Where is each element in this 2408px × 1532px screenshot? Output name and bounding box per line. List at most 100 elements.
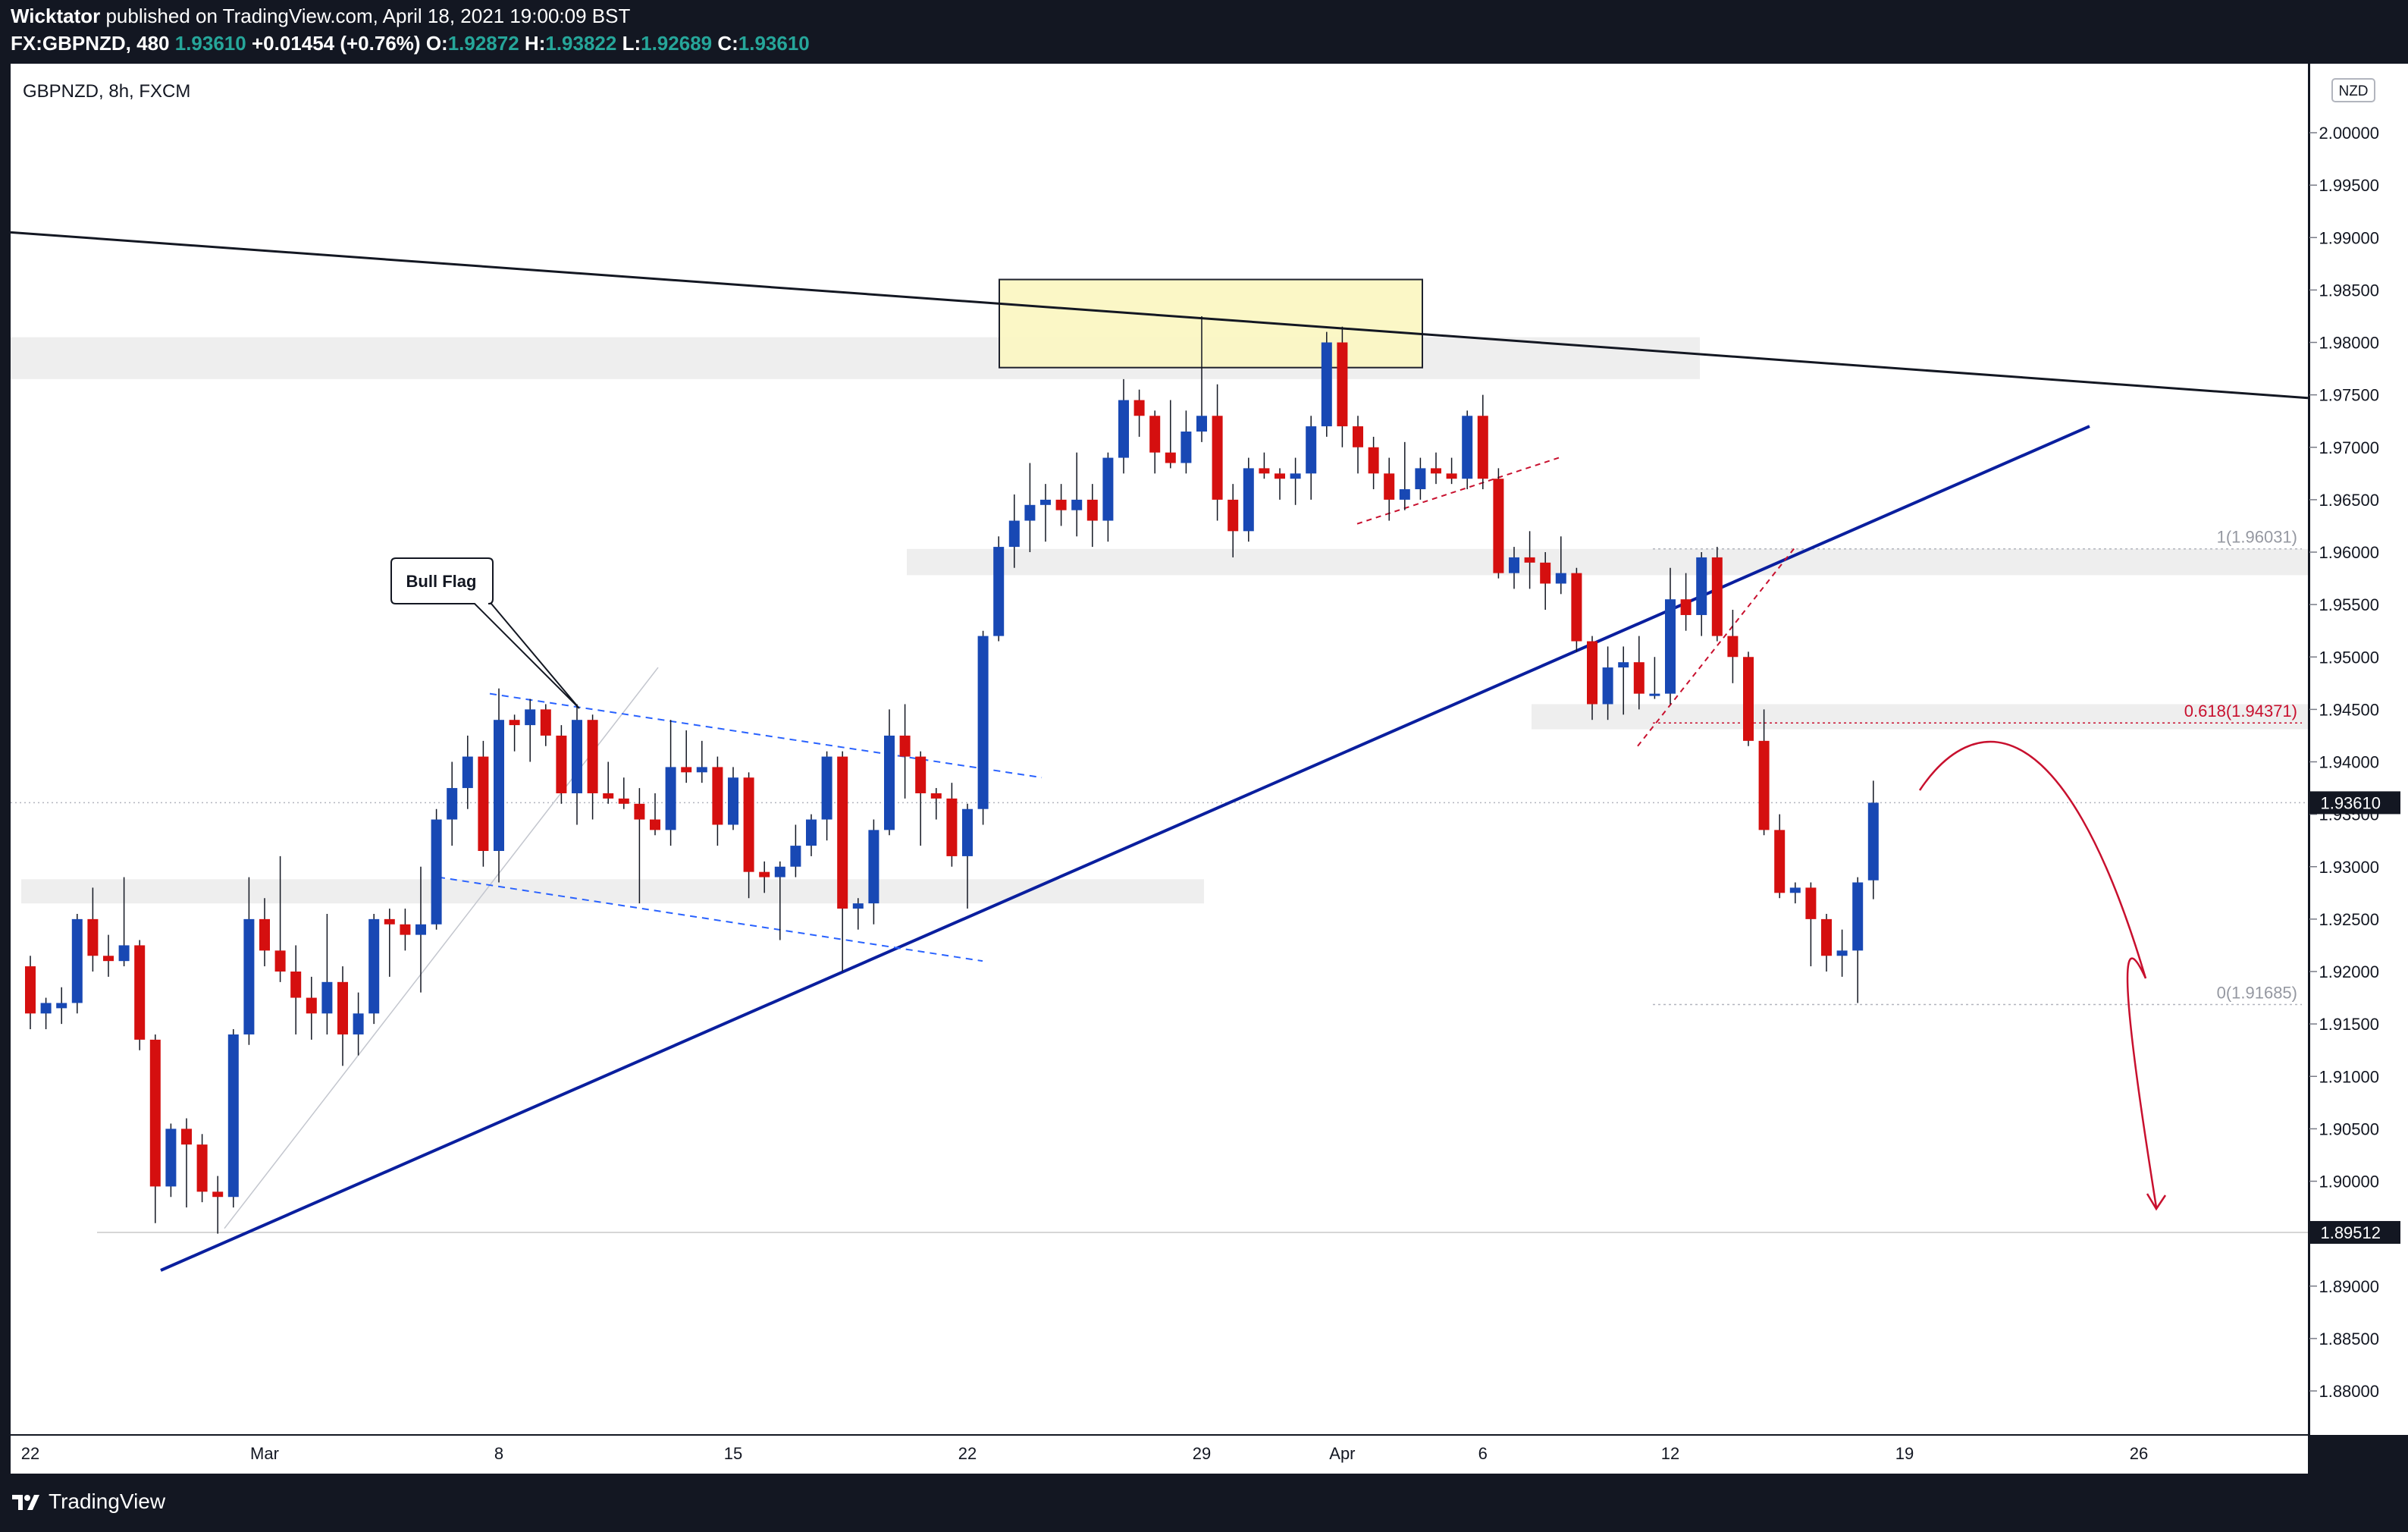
symbol-legend[interactable]: GBPNZD, 8h, FXCM: [23, 81, 190, 102]
publisher-name[interactable]: Wicktator: [11, 5, 101, 27]
candle[interactable]: [415, 866, 426, 993]
candle[interactable]: [1805, 882, 1817, 967]
candle[interactable]: [1008, 494, 1020, 568]
candle[interactable]: [1399, 441, 1410, 510]
candle[interactable]: [494, 688, 504, 883]
candle[interactable]: [462, 735, 473, 809]
candle[interactable]: [1462, 410, 1473, 490]
candle[interactable]: [1337, 326, 1348, 447]
candle[interactable]: [899, 704, 911, 799]
candle[interactable]: [149, 1034, 161, 1223]
candle[interactable]: [1368, 436, 1379, 490]
minor-trendline[interactable]: [1637, 546, 1796, 747]
candle[interactable]: [1321, 331, 1332, 437]
candle[interactable]: [1228, 484, 1239, 557]
descending-trendline[interactable]: [10, 231, 2309, 400]
candle[interactable]: [1243, 457, 1254, 542]
candle[interactable]: [977, 630, 989, 825]
candle[interactable]: [368, 913, 380, 1025]
candle[interactable]: [1852, 877, 1864, 1003]
candle[interactable]: [306, 976, 317, 1040]
candle[interactable]: [25, 956, 36, 1030]
candle[interactable]: [743, 772, 754, 899]
candle[interactable]: [1618, 646, 1629, 715]
candle[interactable]: [134, 940, 146, 1050]
candle[interactable]: [540, 704, 551, 746]
candle[interactable]: [227, 1029, 239, 1208]
candle[interactable]: [1555, 536, 1566, 595]
candle[interactable]: [353, 992, 364, 1056]
candle[interactable]: [1836, 929, 1848, 977]
price-zone[interactable]: [907, 548, 2308, 576]
candle[interactable]: [681, 730, 692, 783]
candle[interactable]: [103, 934, 114, 977]
candle[interactable]: [821, 751, 832, 841]
candle[interactable]: [1212, 384, 1223, 521]
candle[interactable]: [1102, 452, 1114, 542]
candle[interactable]: [1086, 484, 1098, 548]
candle[interactable]: [243, 877, 255, 1045]
bull-flag-callout[interactable]: Bull Flag: [390, 557, 580, 709]
candle[interactable]: [1415, 457, 1426, 500]
candle[interactable]: [665, 720, 676, 846]
candle[interactable]: [712, 756, 723, 846]
candle[interactable]: [696, 740, 707, 783]
candle[interactable]: [1493, 468, 1504, 579]
candle[interactable]: [1789, 882, 1801, 904]
candle[interactable]: [1774, 814, 1786, 899]
candle[interactable]: [1758, 709, 1770, 836]
flagpole-line[interactable]: [224, 667, 659, 1229]
candle[interactable]: [1024, 463, 1036, 552]
candle[interactable]: [915, 751, 927, 846]
candle[interactable]: [1524, 531, 1535, 589]
candle[interactable]: [478, 740, 489, 867]
candle[interactable]: [525, 699, 536, 762]
candle[interactable]: [1665, 567, 1676, 705]
candle[interactable]: [212, 1176, 224, 1234]
candle[interactable]: [759, 861, 770, 893]
candle[interactable]: [447, 761, 458, 846]
candle[interactable]: [556, 725, 567, 804]
candle[interactable]: [774, 861, 785, 940]
candle[interactable]: [603, 761, 614, 804]
candle[interactable]: [1149, 410, 1161, 474]
candle[interactable]: [1306, 416, 1317, 500]
candle[interactable]: [1353, 416, 1363, 474]
candle[interactable]: [337, 966, 348, 1066]
candle[interactable]: [1571, 567, 1582, 652]
candle[interactable]: [650, 793, 660, 836]
candle[interactable]: [806, 814, 817, 856]
candle[interactable]: [118, 877, 130, 967]
candle[interactable]: [1275, 468, 1285, 500]
candle[interactable]: [1040, 484, 1051, 542]
candle[interactable]: [634, 788, 645, 904]
candle[interactable]: [1446, 457, 1457, 485]
candle[interactable]: [1711, 547, 1723, 642]
candle[interactable]: [431, 808, 442, 930]
candle[interactable]: [1821, 913, 1832, 972]
candle[interactable]: [1633, 636, 1645, 710]
candle[interactable]: [1509, 547, 1519, 589]
candle[interactable]: [868, 819, 879, 925]
candle[interactable]: [196, 1134, 208, 1203]
candle[interactable]: [930, 788, 942, 820]
candle[interactable]: [40, 997, 52, 1030]
candle[interactable]: [572, 704, 582, 825]
candle[interactable]: [400, 909, 411, 951]
candle[interactable]: [259, 898, 270, 967]
candle[interactable]: [993, 536, 1005, 642]
price-zone[interactable]: [1532, 704, 2308, 730]
candle[interactable]: [321, 913, 333, 1034]
candle[interactable]: [1696, 552, 1707, 636]
flag-channel-upper[interactable]: [489, 692, 1043, 779]
candle[interactable]: [1602, 646, 1613, 720]
candle[interactable]: [1384, 457, 1395, 521]
candle[interactable]: [1055, 484, 1067, 526]
candle[interactable]: [1477, 394, 1488, 490]
candle[interactable]: [1290, 457, 1301, 505]
candle[interactable]: [384, 909, 395, 977]
candle[interactable]: [728, 767, 738, 830]
candle[interactable]: [618, 777, 629, 809]
candle[interactable]: [1259, 452, 1270, 479]
candle[interactable]: [1180, 410, 1192, 474]
